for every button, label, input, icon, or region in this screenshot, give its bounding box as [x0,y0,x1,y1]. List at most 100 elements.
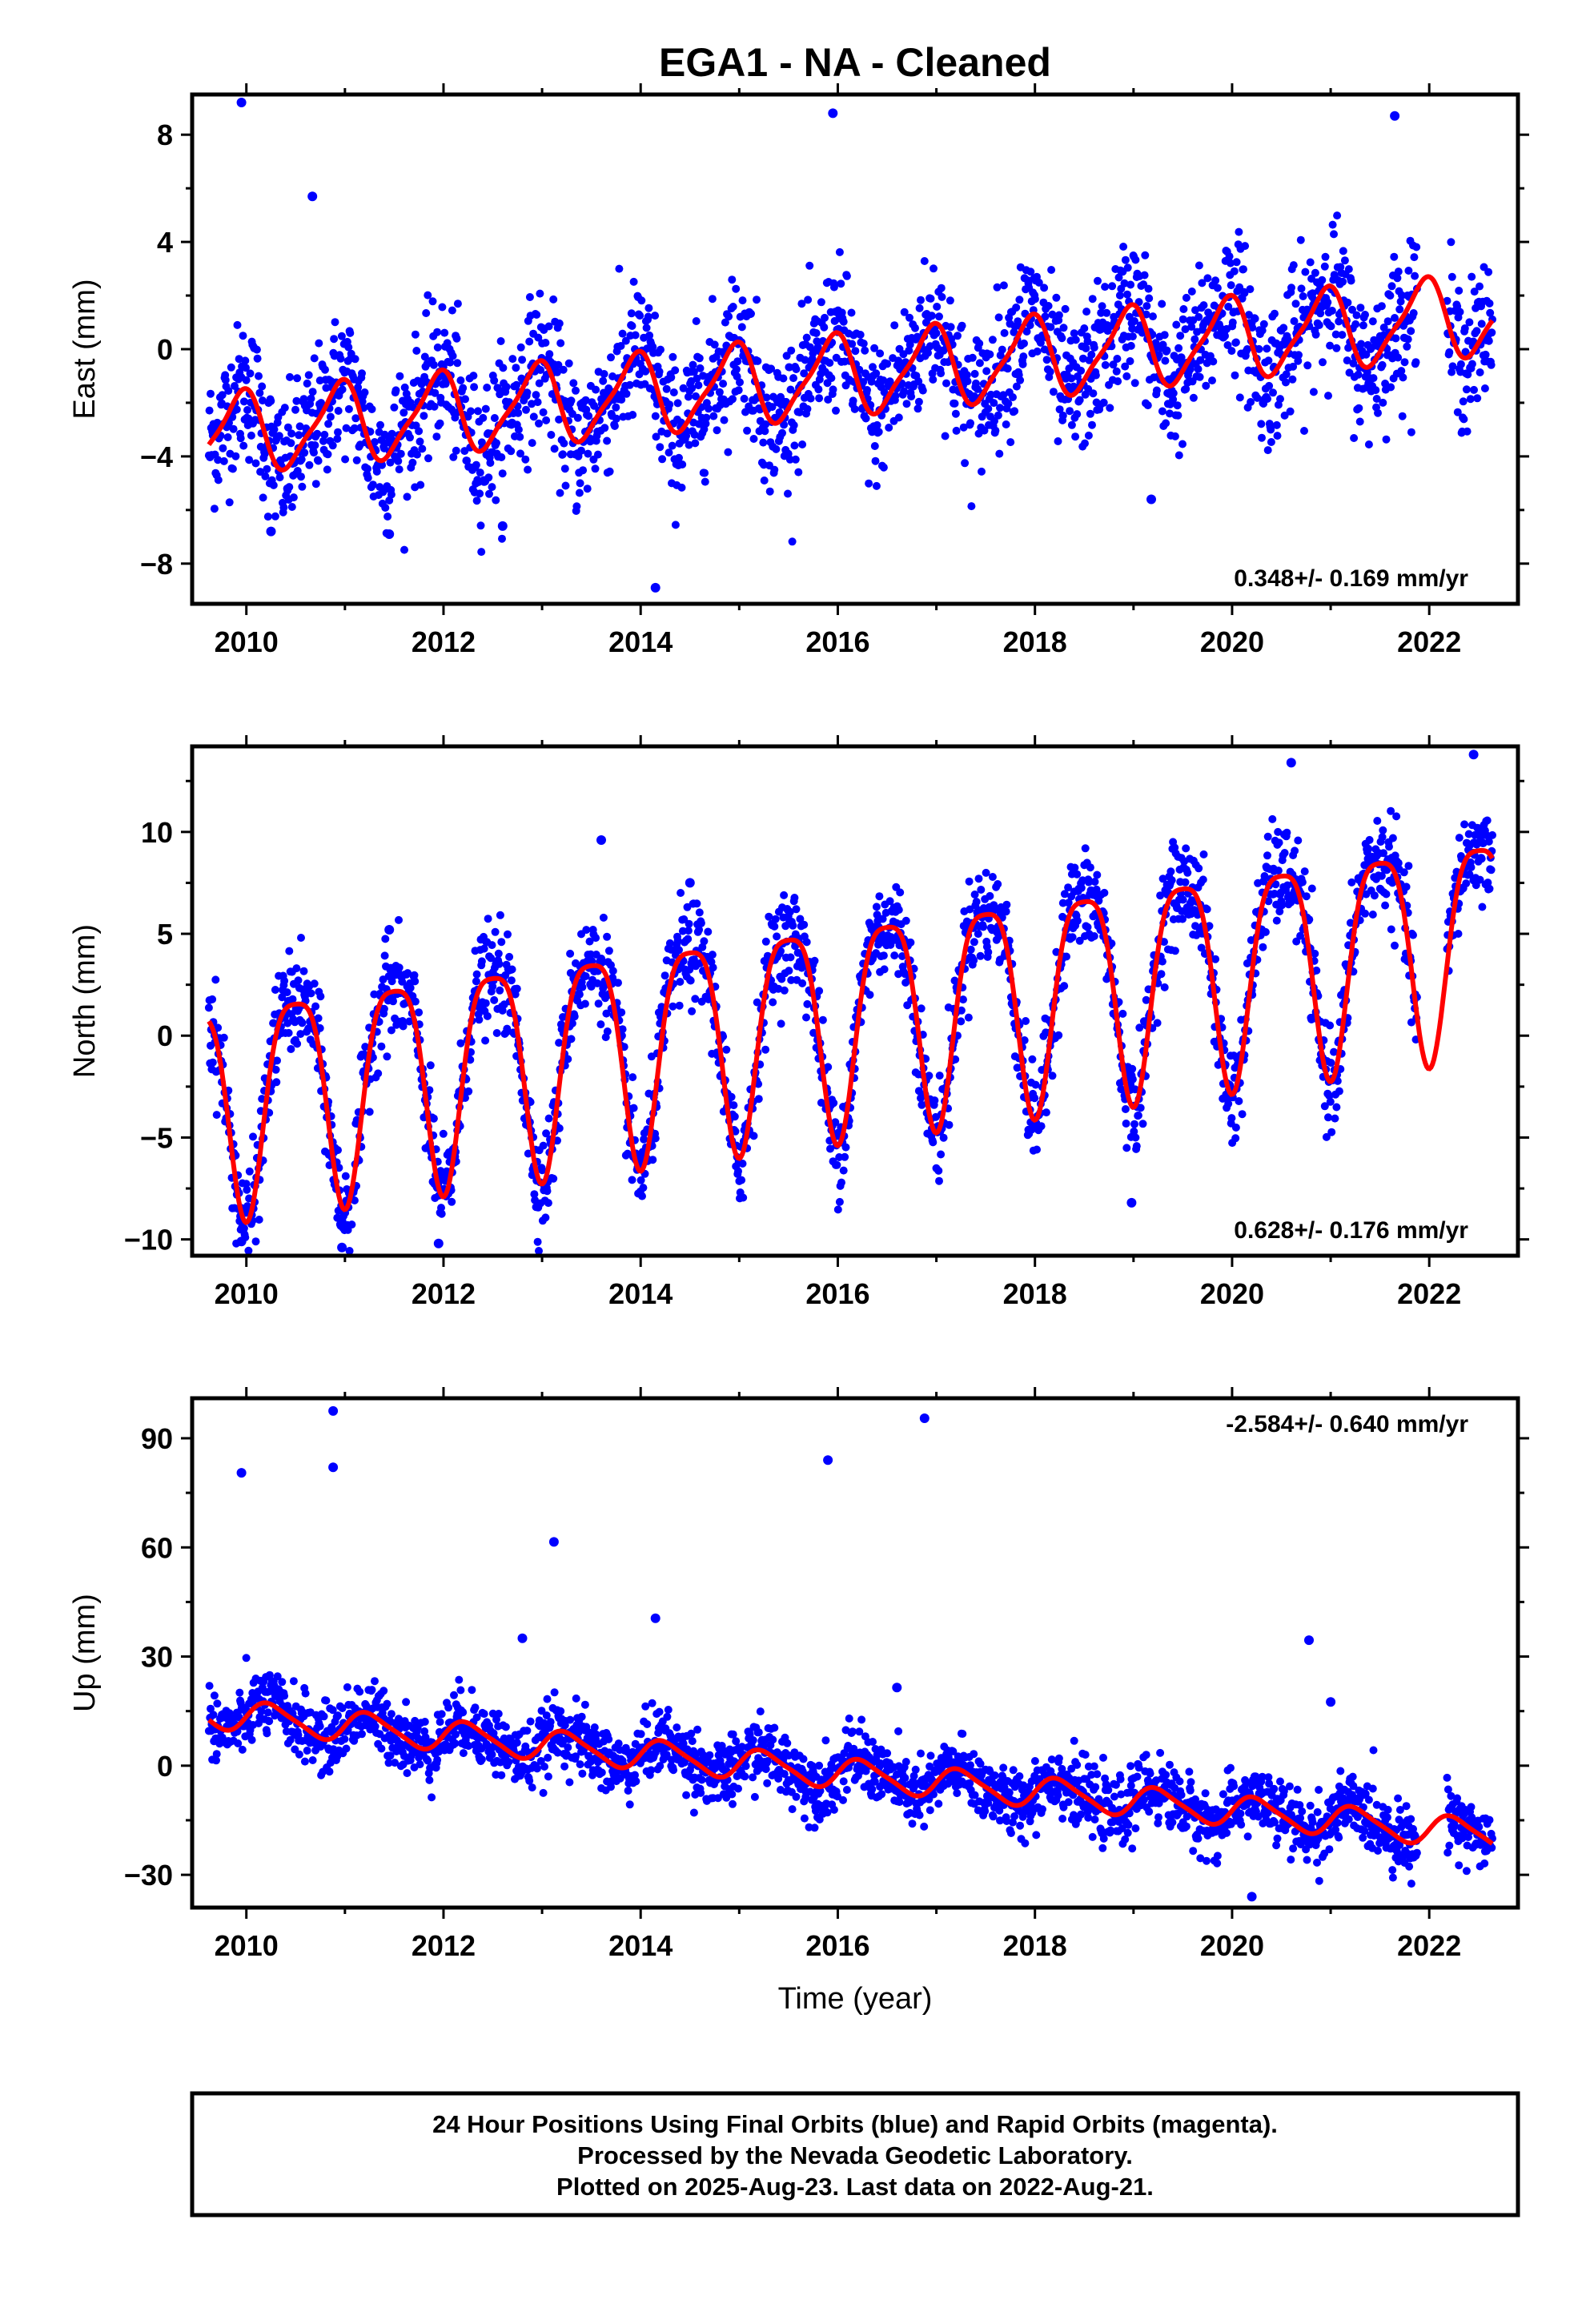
up-point [213,1699,222,1708]
east-point [1067,420,1076,429]
east-point [820,323,829,332]
east-point [304,371,313,380]
north-point [1381,901,1390,910]
east-point [1265,381,1274,390]
east-point [400,545,408,554]
east-point [229,424,238,433]
east-point [927,312,936,320]
east-point [641,367,650,376]
north-point [284,1028,293,1037]
north-point [1263,851,1271,860]
east-point [1456,360,1465,368]
north-point [594,999,603,1008]
east-point [324,420,333,428]
north-point [810,956,819,965]
east-point [474,407,482,416]
east-point [1477,320,1486,328]
east-point [295,431,303,440]
north-point [803,999,812,1008]
east-point [525,337,534,346]
east-point [292,396,301,405]
east-point [814,385,823,394]
east-point [959,423,968,432]
east-point [1343,298,1352,307]
east-point [1295,351,1303,360]
east-point [452,446,460,455]
up-point [289,1677,298,1686]
east-point [1391,334,1400,343]
east-point [937,283,946,292]
north-point [1122,1120,1130,1128]
up-point [325,1767,334,1776]
east-point [352,456,361,464]
east-point [253,354,262,363]
north-point [648,1156,657,1164]
east-point [682,432,691,440]
east-point [1073,410,1082,419]
north-point [935,1072,944,1080]
north-y-tick-label: 5 [157,918,173,951]
east-point [655,368,664,376]
east-point [581,396,590,404]
north-point [1033,1145,1041,1154]
east-point [870,442,879,450]
east-point [749,435,758,443]
east-point [1264,356,1273,365]
north-point [539,1141,548,1150]
east-point [1042,356,1051,364]
east-point [900,387,909,396]
east-point [376,420,384,429]
north-point [543,1187,552,1196]
east-point [869,363,877,372]
east-point [645,331,654,340]
east-point [651,412,660,420]
north-point [395,915,403,924]
north-point [824,1063,833,1072]
north-point [287,1045,295,1053]
east-point [311,441,319,449]
east-point [508,355,517,364]
north-point [1086,863,1094,872]
north-point [208,1058,217,1067]
east-point [710,340,719,349]
east-point [1410,253,1419,262]
east-point [874,428,883,436]
north-point [211,975,220,984]
east-point [622,389,631,398]
east-point [1221,332,1229,340]
east-point [1189,393,1198,402]
north-point [1073,916,1082,925]
north-point [1054,1031,1063,1039]
east-point [738,296,747,305]
east-point [549,295,558,304]
east-point [806,394,815,403]
east-point [534,333,543,342]
north-point [541,1213,550,1222]
north-point [777,1019,785,1028]
north-x-tick-label: 2012 [412,1277,476,1310]
east-point [1018,360,1027,368]
east-point [673,399,682,408]
east-point [648,343,657,352]
east-point [900,308,909,316]
north-point [496,911,504,919]
east-point [780,420,789,429]
north-point [739,1193,748,1202]
north-point [970,938,978,947]
east-point [1115,291,1124,300]
east-point [760,476,769,485]
east-point [933,303,942,311]
north-point [464,1087,473,1096]
east-point [737,323,746,332]
north-point [1283,828,1291,837]
east-point [572,502,581,511]
north-point [1121,1105,1130,1113]
east-point [1009,393,1017,401]
north-point [544,1114,553,1123]
up-point [295,1750,303,1759]
north-point [986,891,994,900]
east-point [1075,396,1084,404]
north-point [841,1143,850,1152]
east-point [472,460,480,469]
east-point [469,372,478,380]
